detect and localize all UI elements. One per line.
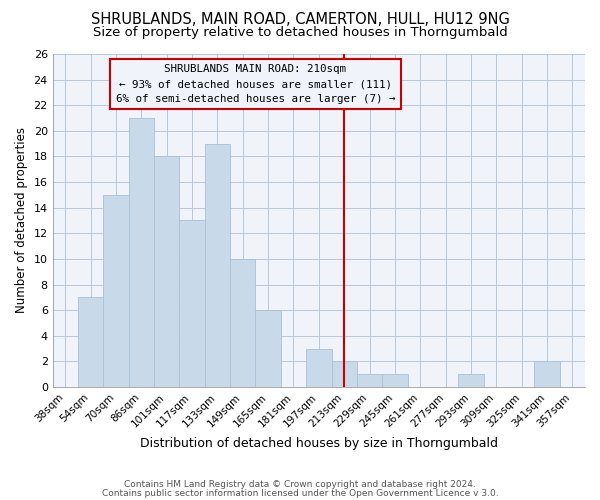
Bar xyxy=(535,362,560,387)
Text: Contains public sector information licensed under the Open Government Licence v : Contains public sector information licen… xyxy=(101,488,499,498)
Bar xyxy=(230,259,256,387)
Bar xyxy=(129,118,154,387)
Bar xyxy=(179,220,205,387)
Bar xyxy=(205,144,230,387)
Bar xyxy=(306,348,332,387)
Text: SHRUBLANDS MAIN ROAD: 210sqm
← 93% of detached houses are smaller (111)
6% of se: SHRUBLANDS MAIN ROAD: 210sqm ← 93% of de… xyxy=(116,64,395,104)
Text: Size of property relative to detached houses in Thorngumbald: Size of property relative to detached ho… xyxy=(92,26,508,39)
Bar xyxy=(458,374,484,387)
Bar xyxy=(78,298,103,387)
Bar xyxy=(154,156,179,387)
Y-axis label: Number of detached properties: Number of detached properties xyxy=(15,128,28,314)
Text: Contains HM Land Registry data © Crown copyright and database right 2024.: Contains HM Land Registry data © Crown c… xyxy=(124,480,476,489)
Bar xyxy=(256,310,281,387)
Text: SHRUBLANDS, MAIN ROAD, CAMERTON, HULL, HU12 9NG: SHRUBLANDS, MAIN ROAD, CAMERTON, HULL, H… xyxy=(91,12,509,28)
Bar xyxy=(103,195,129,387)
Bar xyxy=(332,362,357,387)
Bar xyxy=(357,374,382,387)
Bar xyxy=(382,374,407,387)
X-axis label: Distribution of detached houses by size in Thorngumbald: Distribution of detached houses by size … xyxy=(140,437,498,450)
